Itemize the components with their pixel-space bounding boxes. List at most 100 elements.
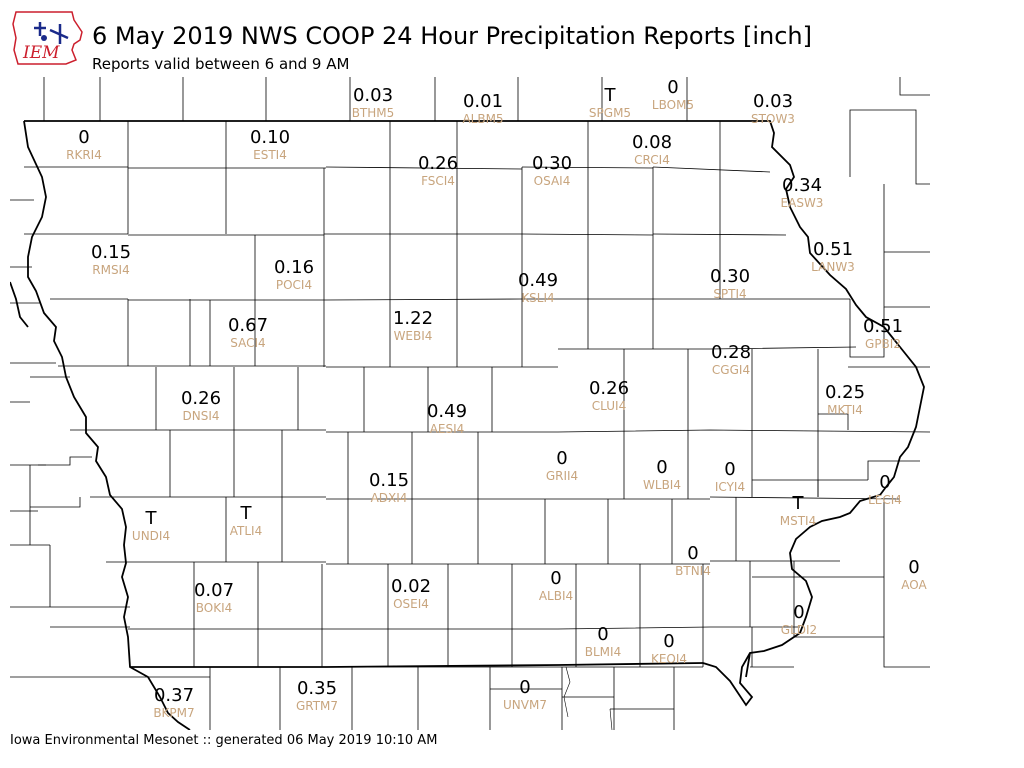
precip-value: 0.49 (427, 401, 467, 422)
station-id: CGGI4 (712, 363, 750, 377)
precip-value: 0.16 (274, 257, 314, 278)
precip-value: T (792, 493, 805, 514)
rivers (563, 666, 613, 730)
precip-value: 0.26 (589, 378, 629, 399)
station-id: AOA (901, 578, 927, 592)
station-id: BOKI4 (196, 601, 233, 615)
station-id: LBOM5 (652, 98, 694, 112)
precip-value: 0 (687, 543, 698, 564)
station-id: LANW3 (811, 260, 855, 274)
precip-value: 0.51 (863, 316, 903, 337)
station-id: BTHM5 (352, 106, 395, 120)
precip-value: 0 (519, 677, 530, 698)
precip-value: 0 (656, 457, 667, 478)
station-id: EASW3 (781, 196, 824, 210)
precip-value: 0 (724, 459, 735, 480)
precip-value: 0.10 (250, 127, 290, 148)
station-id: CLUI4 (592, 399, 626, 413)
precip-value: 0.03 (353, 85, 393, 106)
station-id: ESTI4 (253, 148, 287, 162)
station-id: BTNI4 (675, 564, 711, 578)
station-id: FSCI4 (421, 174, 455, 188)
station-id: SPGM5 (589, 106, 631, 120)
precip-value: 0 (78, 127, 89, 148)
precip-value: 0.67 (228, 315, 268, 336)
station-id: WEBI4 (394, 329, 433, 343)
station-id: MSTI4 (780, 514, 816, 528)
precip-value: T (240, 503, 253, 524)
station-id: GRTM7 (296, 699, 338, 713)
precip-value: 0.37 (154, 685, 194, 706)
station-id: UNVM7 (503, 698, 547, 712)
precip-value: 0.02 (391, 576, 431, 597)
precip-value: 0.30 (532, 153, 572, 174)
precip-value: 0 (908, 557, 919, 578)
precip-value: 0 (667, 77, 678, 98)
precip-value: 0.15 (91, 242, 131, 263)
station-id: BLMI4 (585, 645, 621, 659)
precip-value: 0.26 (418, 153, 458, 174)
station-id: KSLI4 (521, 291, 554, 305)
precip-value: 0.25 (825, 382, 865, 403)
precip-value: 0.34 (782, 175, 822, 196)
precip-value: 0.15 (369, 470, 409, 491)
station-id: UNDI4 (132, 529, 170, 543)
station-id: SACI4 (230, 336, 265, 350)
precip-value: 0.07 (194, 580, 234, 601)
logo-text: IEM (22, 43, 60, 63)
precip-value: 0.01 (463, 91, 503, 112)
precip-value: 0.51 (813, 239, 853, 260)
station-id: MKTI4 (827, 403, 863, 417)
station-id: GRII4 (546, 469, 578, 483)
footer-text: Iowa Environmental Mesonet :: generated … (10, 733, 438, 748)
station-id: KEOI4 (651, 652, 687, 666)
precip-value: 0 (879, 472, 890, 493)
station-id: GLDI2 (781, 623, 817, 637)
precip-value: 0.03 (753, 91, 793, 112)
station-id: RMSI4 (92, 263, 129, 277)
state-boundaries (10, 120, 925, 730)
precip-value: 0 (663, 631, 674, 652)
station-id: ADXI4 (371, 491, 408, 505)
precip-value: T (145, 508, 158, 529)
station-id: ICYI4 (715, 480, 745, 494)
precip-map: 0.03 BTHM5 0.01 ALBM5 T SPGM5 0 LBOM5 0.03 STOW3 0… (10, 77, 931, 730)
precip-value: 0.35 (297, 678, 337, 699)
station-id: ALBM5 (462, 112, 503, 126)
precip-value: 0.30 (710, 266, 750, 287)
page-title: 6 May 2019 NWS COOP 24 Hour Precipitatio… (92, 22, 812, 50)
